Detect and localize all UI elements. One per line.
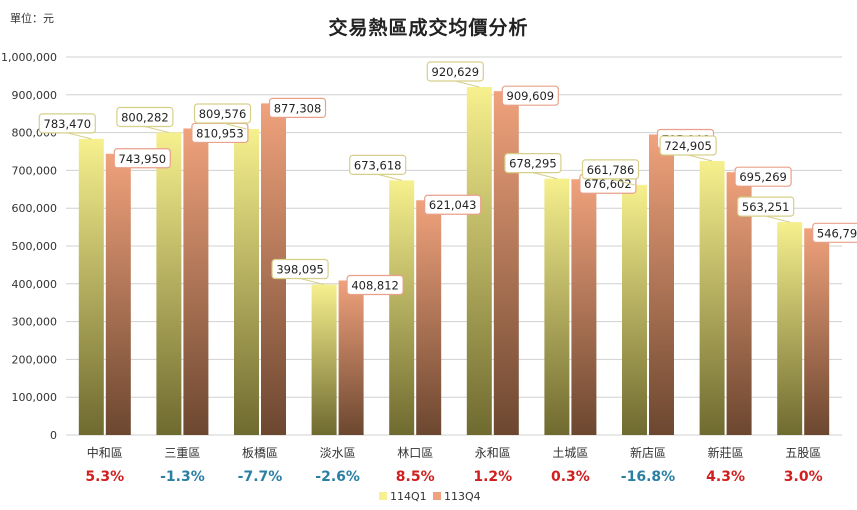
- category-label: 新店區: [630, 445, 666, 460]
- data-label-114q1-7: 661,786: [581, 159, 640, 186]
- svg-text:398,095: 398,095: [276, 263, 324, 277]
- y-tick-label: 600,000: [12, 202, 58, 215]
- data-label-114q1-0: 783,470: [38, 113, 96, 140]
- svg-text:909,609: 909,609: [507, 89, 555, 103]
- y-tick-label: 300,000: [12, 316, 58, 329]
- y-tick-label: 0: [50, 429, 57, 442]
- data-label-113q4-4: 621,043: [424, 194, 482, 215]
- chart-title: 交易熱區成交均價分析: [328, 17, 529, 39]
- bar-113q4-1: [183, 128, 209, 435]
- svg-text:673,618: 673,618: [354, 158, 402, 172]
- bar-113q4-4: [416, 200, 442, 435]
- bar-114q1-5: [466, 87, 492, 436]
- y-tick-label: 900,000: [12, 89, 58, 102]
- data-label-114q1-9: 563,251: [737, 196, 795, 223]
- data-label-113q4-9: 546,795: [812, 222, 857, 243]
- svg-text:724,905: 724,905: [664, 139, 712, 153]
- svg-text:546,795: 546,795: [817, 226, 857, 240]
- svg-text:743,950: 743,950: [119, 152, 167, 166]
- change-percent-label: 4.3%: [706, 469, 745, 485]
- bar-114q1-9: [777, 222, 803, 435]
- svg-text:783,470: 783,470: [44, 117, 92, 131]
- change-percent-label: -2.6%: [315, 469, 360, 485]
- bar-114q1-2: [234, 128, 259, 435]
- legend: 114Q1 113Q4: [379, 490, 481, 503]
- data-label-114q1-1: 800,282: [116, 106, 174, 133]
- bar-113q4-3: [338, 280, 364, 435]
- change-percent-label: -16.8%: [621, 469, 675, 485]
- bar-113q4-0: [105, 153, 131, 435]
- bar-113q4-5: [493, 91, 519, 436]
- bar-113q4-7: [649, 134, 674, 436]
- data-label-114q1-3: 398,095: [271, 258, 329, 286]
- unit-label: 單位：元: [10, 12, 54, 25]
- data-label-114q1-4: 673,618: [349, 154, 407, 181]
- bar-114q1-3: [311, 284, 337, 435]
- data-label-113q4-2: 877,308: [268, 97, 327, 118]
- category-label: 三重區: [164, 446, 200, 460]
- y-tick-label: 1,000,000: [1, 51, 57, 64]
- data-label-113q4-5: 909,609: [501, 85, 559, 106]
- y-tick-label: 400,000: [12, 278, 58, 291]
- change-percent-label: 0.3%: [551, 469, 590, 485]
- bar-114q1-7: [622, 184, 647, 435]
- data-labels: 783,470 743,950 800,282 810,953 809,576 877,3…: [38, 61, 857, 296]
- bar-114q1-1: [156, 132, 182, 435]
- svg-text:877,308: 877,308: [274, 101, 322, 115]
- svg-text:563,251: 563,251: [742, 200, 790, 214]
- change-percent-label: 8.5%: [396, 469, 435, 485]
- category-label: 板橋區: [242, 446, 278, 460]
- y-tick-label: 200,000: [12, 353, 58, 366]
- change-percent-label: -1.3%: [160, 469, 205, 485]
- category-label: 永和區: [475, 446, 511, 460]
- legend-item-113q4: 113Q4: [433, 490, 481, 503]
- data-label-113q4-1: 810,953: [191, 122, 249, 144]
- category-label: 淡水區: [320, 446, 356, 460]
- category-label: 土城區: [552, 446, 588, 460]
- legend-item-114q1: 114Q1: [379, 490, 427, 503]
- svg-text:621,043: 621,043: [429, 198, 477, 212]
- data-label-113q4-0: 743,950: [113, 148, 171, 169]
- bar-113q4-9: [804, 228, 830, 435]
- svg-text:678,295: 678,295: [509, 157, 557, 171]
- bar-114q1-4: [389, 180, 415, 435]
- x-axis: 中和區 5.3% 三重區 -1.3% 板橋區 -7.7% 淡水區 -2.6% 林口區 8.5% 永和…: [85, 445, 822, 485]
- bar-113q4-6: [571, 179, 597, 435]
- data-label-114q1-6: 678,295: [504, 153, 562, 180]
- data-label-114q1-2: 809,576: [193, 103, 252, 130]
- bar-114q1-6: [544, 178, 570, 435]
- category-label: 林口區: [397, 446, 433, 460]
- bars: [78, 87, 830, 436]
- change-percent-label: 3.0%: [784, 469, 823, 485]
- data-label-113q4-3: 408,812: [346, 274, 404, 296]
- data-label-114q1-5: 920,629: [426, 61, 484, 88]
- y-tick-label: 100,000: [12, 391, 58, 404]
- svg-text:113Q4: 113Q4: [444, 490, 481, 503]
- bar-114q1-8: [699, 160, 725, 436]
- svg-text:800,282: 800,282: [121, 110, 169, 124]
- change-percent-label: 1.2%: [473, 469, 512, 485]
- y-axis: 0 100,000 200,000 300,000 400,000 500,000 600,…: [1, 51, 57, 442]
- bar-114q1-0: [78, 138, 104, 436]
- category-label: 五股區: [785, 446, 821, 460]
- change-percent-label: -7.7%: [238, 469, 283, 485]
- change-percent-label: 5.3%: [85, 469, 124, 485]
- y-tick-label: 500,000: [12, 240, 58, 253]
- y-tick-label: 700,000: [12, 164, 58, 177]
- grid-lines: [66, 56, 842, 436]
- svg-text:114Q1: 114Q1: [390, 490, 427, 503]
- data-label-114q1-8: 724,905: [659, 135, 717, 162]
- svg-text:695,269: 695,269: [739, 170, 787, 184]
- svg-text:408,812: 408,812: [351, 278, 399, 292]
- category-label: 中和區: [87, 445, 123, 460]
- data-label-113q4-8: 695,269: [734, 166, 792, 187]
- category-label: 新莊區: [708, 445, 744, 460]
- svg-text:810,953: 810,953: [196, 126, 244, 140]
- svg-text:661,786: 661,786: [587, 163, 635, 177]
- svg-text:920,629: 920,629: [432, 65, 480, 79]
- svg-text:809,576: 809,576: [199, 107, 247, 121]
